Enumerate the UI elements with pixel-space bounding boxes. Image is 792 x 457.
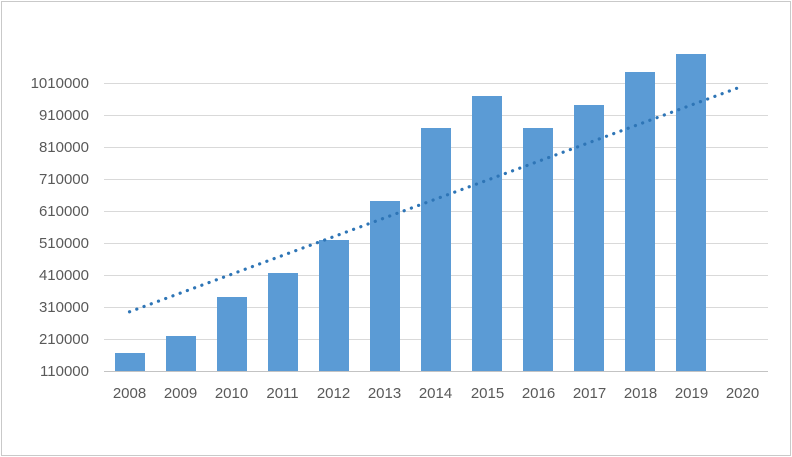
bar-2015 <box>472 96 502 371</box>
bar-2019 <box>676 54 706 371</box>
y-axis-label: 210000 <box>38 331 89 348</box>
y-axis-label: 410000 <box>38 267 89 284</box>
y-axis-label: 710000 <box>38 171 89 188</box>
bar-2010 <box>217 297 247 371</box>
bar-2016 <box>523 128 553 371</box>
x-axis-label: 2008 <box>112 385 147 402</box>
y-axis-label: 110000 <box>40 363 89 380</box>
x-axis-label: 2014 <box>418 385 453 402</box>
y-axis-label: 1010000 <box>30 75 89 92</box>
x-axis-label: 2015 <box>470 385 505 402</box>
y-axis-label: 810000 <box>38 139 89 156</box>
x-axis-line <box>104 371 768 372</box>
bar-2012 <box>319 240 349 371</box>
bar-2014 <box>421 128 451 371</box>
x-axis-label: 2010 <box>214 385 249 402</box>
x-axis-label: 2009 <box>163 385 198 402</box>
x-axis-label: 2020 <box>725 385 760 402</box>
x-axis-label: 2019 <box>674 385 709 402</box>
x-axis-label: 2018 <box>623 385 658 402</box>
gridline <box>104 115 768 116</box>
x-axis-label: 2013 <box>367 385 402 402</box>
bar-2009 <box>166 336 196 371</box>
y-axis-label: 610000 <box>38 203 89 220</box>
bar-2013 <box>370 201 400 371</box>
y-axis-label: 310000 <box>38 299 89 316</box>
bar-2008 <box>115 353 145 371</box>
bar-2017 <box>574 105 604 371</box>
x-axis-label: 2016 <box>521 385 556 402</box>
bar-2011 <box>268 273 298 371</box>
bar-2018 <box>625 72 655 371</box>
x-axis-label: 2012 <box>316 385 351 402</box>
x-axis-label: 2011 <box>266 385 299 402</box>
gridline <box>104 83 768 84</box>
y-axis-label: 910000 <box>38 107 89 124</box>
x-axis-label: 2017 <box>572 385 607 402</box>
y-axis-label: 510000 <box>38 235 89 252</box>
